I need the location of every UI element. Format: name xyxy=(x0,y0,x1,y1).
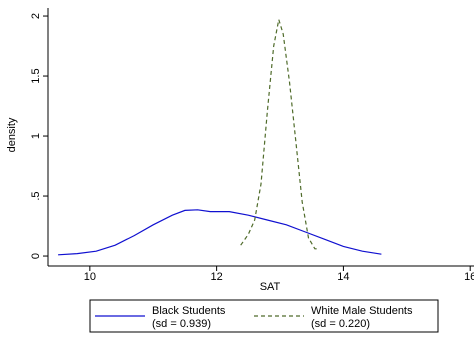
legend-label: Black Students xyxy=(152,305,226,317)
y-tick-label: 1 xyxy=(30,133,42,139)
x-tick-label: 16 xyxy=(464,271,474,283)
density-line xyxy=(240,19,320,250)
x-tick-label: 14 xyxy=(337,271,349,283)
x-axis-label: SAT xyxy=(260,281,281,293)
legend-note: (sd = 0.220) xyxy=(311,318,370,330)
y-tick-label: 0 xyxy=(30,253,42,259)
x-tick-label: 10 xyxy=(84,271,96,283)
x-tick-label: 12 xyxy=(211,271,223,283)
legend-note: (sd = 0.939) xyxy=(152,318,211,330)
y-tick-label: 2 xyxy=(30,13,42,19)
y-axis-label: density xyxy=(6,117,18,152)
legend-label: White Male Students xyxy=(311,305,413,317)
y-tick-label: 1.5 xyxy=(30,68,42,83)
y-tick-label: .5 xyxy=(30,191,42,200)
density-line xyxy=(58,209,382,256)
